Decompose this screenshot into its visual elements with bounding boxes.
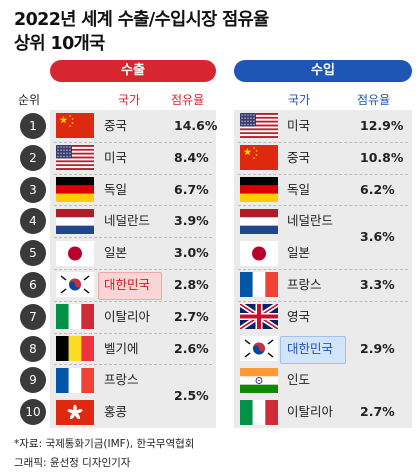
import-country: 영국 bbox=[287, 308, 311, 324]
row-separator bbox=[238, 141, 408, 143]
row-separator bbox=[238, 173, 408, 175]
highlight-box bbox=[98, 271, 162, 300]
france-flag bbox=[240, 272, 278, 298]
import-country: 프랑스 bbox=[287, 276, 322, 292]
row-separator bbox=[54, 205, 212, 207]
export-country: 홍콩 bbox=[104, 404, 128, 420]
page-title: 2022년 세계 수출/수입시장 점유율 bbox=[14, 10, 269, 30]
export-share: 2.7% bbox=[174, 308, 209, 324]
china-flag bbox=[56, 113, 94, 139]
netherlands-flag bbox=[240, 208, 278, 234]
rank-badge: 6 bbox=[20, 271, 46, 298]
uk-flag bbox=[240, 304, 278, 330]
export-country: 프랑스 bbox=[104, 372, 139, 388]
row-separator bbox=[54, 332, 212, 334]
korea-flag bbox=[240, 336, 278, 361]
graphic-credit: 그래픽: 윤선정 디자인기자 bbox=[14, 457, 131, 469]
row-separator bbox=[238, 300, 408, 302]
import-section-label: 수입 bbox=[234, 60, 412, 82]
export-share: 2.8% bbox=[174, 276, 209, 292]
import-share: 12.9% bbox=[360, 117, 404, 133]
rank-badge: 9 bbox=[20, 367, 46, 394]
france-flag bbox=[56, 367, 94, 393]
belgium-flag bbox=[56, 336, 94, 361]
import-country: 대한민국 bbox=[287, 340, 334, 356]
export-country: 중국 bbox=[104, 117, 128, 133]
germany-flag bbox=[240, 177, 278, 202]
row-separator bbox=[54, 364, 212, 366]
export-country: 네덜란드 bbox=[104, 213, 151, 229]
page-subtitle: 상위 10개국 bbox=[14, 34, 105, 54]
import-share: 2.9% bbox=[360, 340, 395, 356]
import-share: 6.2% bbox=[360, 181, 395, 197]
import-country-header: 국가 bbox=[288, 93, 311, 107]
rank-badge: 8 bbox=[20, 335, 46, 362]
netherlands-flag bbox=[56, 208, 94, 234]
export-share: 3.0% bbox=[174, 245, 209, 261]
import-country: 이탈리아 bbox=[287, 404, 334, 420]
rank-badge: 5 bbox=[20, 240, 46, 267]
export-country: 독일 bbox=[104, 181, 128, 197]
row-separator bbox=[238, 205, 408, 207]
india-flag bbox=[240, 367, 278, 393]
export-country: 미국 bbox=[104, 149, 128, 165]
import-share: 2.7% bbox=[360, 404, 395, 420]
japan-flag bbox=[240, 240, 278, 266]
import-share: 3.6% bbox=[360, 229, 395, 245]
row-separator bbox=[238, 269, 408, 270]
korea-flag bbox=[56, 272, 94, 298]
export-share: 8.4% bbox=[174, 149, 209, 165]
china-flag bbox=[240, 145, 278, 171]
import-country: 미국 bbox=[287, 117, 311, 133]
export-country-header: 국가 bbox=[118, 93, 141, 107]
germany-flag bbox=[56, 177, 94, 202]
import-country: 일본 bbox=[287, 245, 311, 261]
import-country: 인도 bbox=[287, 372, 311, 388]
export-country: 일본 bbox=[104, 245, 128, 261]
export-country: 벨기에 bbox=[104, 340, 139, 356]
import-country: 중국 bbox=[287, 149, 311, 165]
usa-flag bbox=[240, 113, 278, 139]
import-country: 네덜란드 bbox=[287, 213, 334, 229]
export-share: 2.6% bbox=[174, 340, 209, 356]
rank-badge: 10 bbox=[20, 399, 46, 426]
row-separator bbox=[54, 237, 212, 239]
row-separator bbox=[54, 173, 212, 175]
row-separator bbox=[54, 141, 212, 143]
export-share-header: 점유율 bbox=[171, 93, 205, 107]
export-share: 2.5% bbox=[174, 388, 209, 404]
rank-badge: 1 bbox=[20, 112, 46, 139]
export-country: 대한민국 bbox=[104, 276, 151, 292]
export-section-label: 수출 bbox=[50, 60, 216, 82]
rank-header: 순위 bbox=[18, 93, 41, 107]
source-note: *자료: 국제통화기금(IMF), 한국무역협회 bbox=[14, 438, 195, 450]
import-country: 독일 bbox=[287, 181, 311, 197]
japan-flag bbox=[56, 240, 94, 266]
usa-flag bbox=[56, 145, 94, 171]
italy-flag bbox=[56, 304, 94, 330]
row-separator bbox=[54, 300, 212, 302]
rank-badge: 2 bbox=[20, 144, 46, 171]
rank-badge: 3 bbox=[20, 176, 46, 203]
row-separator bbox=[54, 269, 212, 270]
hongkong-flag bbox=[56, 399, 94, 425]
import-share: 3.3% bbox=[360, 276, 395, 292]
export-share: 3.9% bbox=[174, 213, 209, 229]
import-share: 10.8% bbox=[360, 149, 404, 165]
italy-flag bbox=[240, 399, 278, 425]
rank-badge: 7 bbox=[20, 303, 46, 330]
export-country: 이탈리아 bbox=[104, 308, 151, 324]
highlight-box bbox=[280, 335, 346, 364]
import-share-header: 점유율 bbox=[357, 93, 391, 107]
export-share: 6.7% bbox=[174, 181, 209, 197]
rank-badge: 4 bbox=[20, 208, 46, 235]
export-share: 14.6% bbox=[174, 117, 218, 133]
